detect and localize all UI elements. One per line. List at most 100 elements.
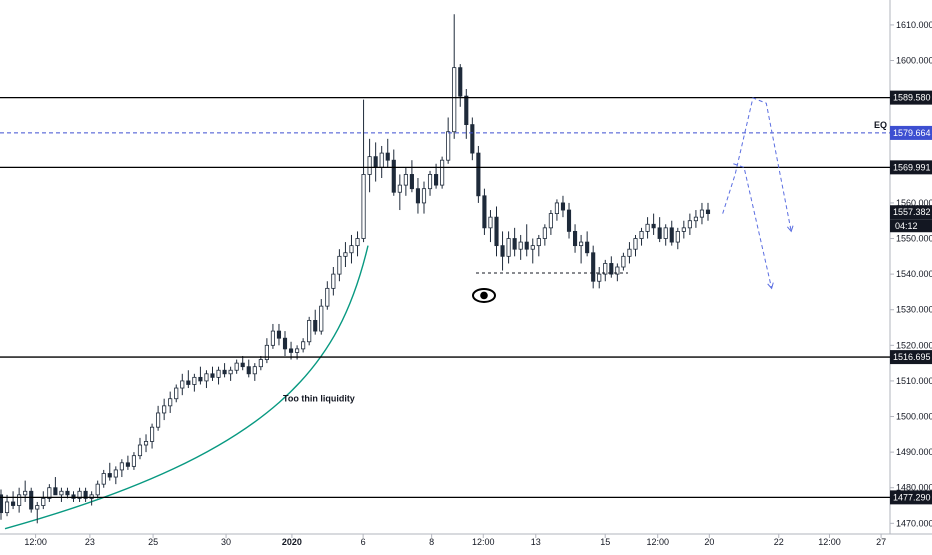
x-tick-label: 2020 [282,537,302,547]
candle-body [699,209,705,218]
candle-body [397,184,402,193]
candle-body [53,487,58,496]
candle-body [421,188,427,204]
candle-body [47,487,52,499]
candle-body [560,202,566,211]
candle-body [35,505,40,510]
level-label: 1477.290 [893,492,931,502]
candle-body [313,319,318,332]
y-tick-label: 1500.000 [896,412,932,422]
y-tick-label: 1550.000 [896,234,932,244]
candle-body [500,245,505,257]
candle-body [705,209,711,214]
candle-body [403,174,408,186]
candle-body [295,348,300,353]
y-tick-label: 1560.000 [896,198,932,208]
candle-body [385,152,390,161]
x-tick-label: 22 [774,537,784,547]
candle-body [107,473,112,478]
candle-body [572,230,578,247]
x-tick-label: 15 [600,537,610,547]
projection-path-up-arrowhead [786,225,794,233]
candle-body [458,67,463,97]
candle-body [41,497,46,506]
candle-body [162,405,167,414]
candle-body [446,131,451,161]
candle-body [156,412,161,428]
annotation-text: Too thin liquidity [283,394,355,404]
candle-body [234,362,239,371]
candle-body [675,230,680,243]
level-label: 1589.580 [893,93,931,103]
thin-liquidity-curve [4,245,369,530]
x-tick-label: 12:00 [818,537,841,547]
candle-body [693,216,698,222]
candle-body [585,241,590,254]
candle-body [113,469,118,478]
candle-body [621,255,626,268]
candle-body [470,124,475,154]
candle-body [409,174,414,190]
y-tick-label: 1480.000 [896,483,932,493]
candle-body [681,227,686,232]
x-tick-label: 6 [361,537,366,547]
candle-body [198,376,203,382]
level-label: 1516.695 [893,352,931,362]
candle-body [542,227,547,239]
x-tick-label: 12:00 [24,537,47,547]
y-tick-label: 1540.000 [896,269,932,279]
candle-body [603,263,608,275]
countdown-box [890,219,932,233]
candle-body [17,494,22,506]
candle-body [222,369,227,375]
candle-body [180,380,185,389]
candle-body [186,380,191,385]
candle-body [210,373,215,378]
x-tick-label: 12:00 [472,537,495,547]
candle-body [77,490,82,499]
countdown-label: 04:12 [895,221,918,231]
candle-body [434,174,439,186]
level-label-box [890,350,932,365]
x-tick-label: 13 [531,537,541,547]
candle-body [669,227,674,243]
candle-body [71,494,76,499]
y-tick-label: 1510.000 [896,376,932,386]
candle-body [150,426,155,442]
candle-body [536,238,541,247]
candle-body [252,366,257,375]
candle-body [415,188,421,204]
candle-body [518,241,523,250]
candle-body [482,195,487,229]
candle-body [379,152,384,168]
x-tick-label: 23 [85,537,95,547]
level-label: 1579.664 [893,128,931,138]
candle-body [494,216,499,247]
x-tick-label: 8 [429,537,434,547]
eq-tag: EQ [874,120,887,130]
candle-body [59,490,64,496]
level-label-box [890,90,932,105]
candle-body [4,501,10,514]
candle-body [168,398,173,407]
candle-body [65,490,70,496]
y-tick-label: 1600.000 [896,56,932,66]
candle-body [488,216,493,229]
candle-body [657,227,662,239]
x-tick-label: 25 [148,537,158,547]
x-tick-label: 30 [221,537,231,547]
candle-body [645,223,650,232]
candle-body [337,255,342,275]
candle-body [192,376,197,385]
candle-body [240,362,245,368]
candle-body [373,156,378,168]
x-tick-label: 27 [876,537,886,547]
candle-body [609,263,614,275]
candle-body [288,348,294,353]
level-label-box [890,160,932,175]
candle-body [131,455,137,467]
y-tick-label: 1470.000 [896,518,932,528]
level-label-box [890,490,932,505]
y-tick-label: 1490.000 [896,447,932,457]
candle-body [319,305,324,332]
